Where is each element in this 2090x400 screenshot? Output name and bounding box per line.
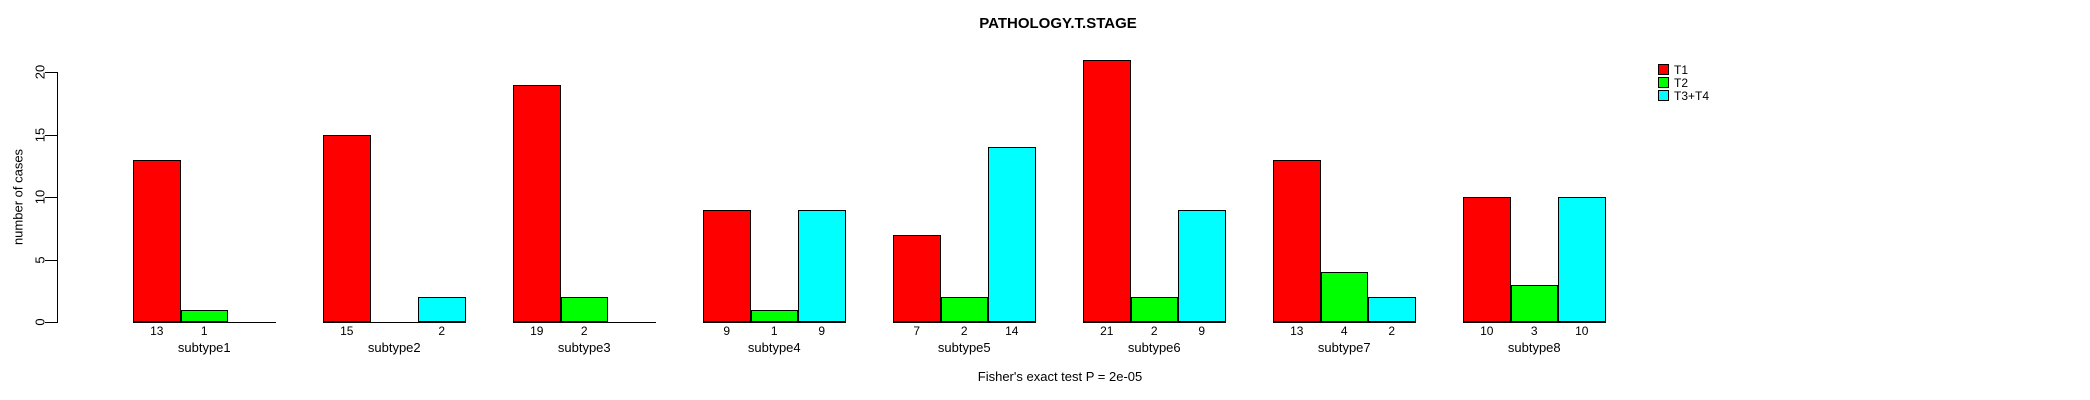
bar-value-label: 10 xyxy=(1480,324,1494,338)
bar xyxy=(1273,159,1321,322)
bar-value-label: 15 xyxy=(340,324,354,338)
category-label: subtype5 xyxy=(937,340,991,355)
group-baseline xyxy=(893,322,1036,323)
y-axis-label: number of cases xyxy=(10,148,26,246)
bar xyxy=(1368,297,1416,322)
bar xyxy=(798,209,846,322)
y-tick-label: 0 xyxy=(32,318,48,326)
bar xyxy=(323,134,371,322)
category-label: subtype8 xyxy=(1507,340,1561,355)
bar xyxy=(1130,297,1178,322)
group-baseline xyxy=(703,322,846,323)
bar xyxy=(1083,59,1131,322)
bar xyxy=(1178,209,1226,322)
bar-value-label: 10 xyxy=(1575,324,1589,338)
bar xyxy=(513,84,561,322)
bar xyxy=(1558,197,1606,322)
category-label: subtype4 xyxy=(747,340,801,355)
bar xyxy=(1463,197,1511,322)
y-axis-line xyxy=(57,72,58,323)
category-label: subtype2 xyxy=(367,340,421,355)
bar-value-label: 2 xyxy=(960,324,968,338)
group-baseline xyxy=(1083,322,1226,323)
y-tick-label: 15 xyxy=(32,127,48,142)
legend-swatch xyxy=(1658,64,1669,75)
category-label: subtype1 xyxy=(177,340,231,355)
category-label: subtype3 xyxy=(557,340,611,355)
y-tick xyxy=(45,259,57,261)
bar-value-label: 9 xyxy=(1198,324,1206,338)
legend-label: T3+T4 xyxy=(1674,89,1710,103)
bar xyxy=(560,297,608,322)
bar xyxy=(893,234,941,322)
bar-value-label: 14 xyxy=(1005,324,1019,338)
bar-value-label: 4 xyxy=(1340,324,1348,338)
bar-value-label: 2 xyxy=(438,324,446,338)
bar-value-label: 9 xyxy=(818,324,826,338)
bar-value-label: 2 xyxy=(580,324,588,338)
category-label: subtype7 xyxy=(1317,340,1371,355)
bar-value-label: 2 xyxy=(1388,324,1396,338)
bar-value-label: 21 xyxy=(1100,324,1114,338)
category-label: subtype6 xyxy=(1127,340,1181,355)
y-tick-label: 10 xyxy=(32,189,48,205)
bar-value-label: 2 xyxy=(1150,324,1158,338)
bar xyxy=(988,147,1036,322)
group-baseline xyxy=(1463,322,1606,323)
bar-value-label: 13 xyxy=(150,324,164,338)
bar-value-label: 9 xyxy=(723,324,731,338)
legend-swatch xyxy=(1658,90,1669,101)
bar-value-label: 19 xyxy=(530,324,544,338)
chart-title: PATHOLOGY.T.STAGE xyxy=(979,15,1137,32)
bar xyxy=(940,297,988,322)
bar xyxy=(1510,284,1558,322)
group-baseline xyxy=(323,322,466,323)
bar xyxy=(133,159,181,322)
bar xyxy=(180,309,228,322)
caption: Fisher's exact test P = 2e-05 xyxy=(977,369,1143,384)
y-tick xyxy=(45,197,57,198)
legend-label: T2 xyxy=(1674,76,1689,90)
bar xyxy=(703,209,751,322)
y-tick xyxy=(45,322,57,323)
group-baseline xyxy=(513,322,656,323)
y-tick xyxy=(45,72,57,73)
legend-label: T1 xyxy=(1674,63,1689,77)
group-baseline xyxy=(133,322,276,323)
bar-value-label: 13 xyxy=(1290,324,1304,338)
bar xyxy=(750,309,798,322)
y-tick xyxy=(45,134,57,136)
bar xyxy=(418,297,466,322)
bar-value-label: 7 xyxy=(913,324,921,338)
bar xyxy=(1320,272,1368,322)
y-tick-label: 20 xyxy=(32,64,48,80)
bar-value-label: 1 xyxy=(200,324,208,338)
group-baseline xyxy=(1273,322,1416,323)
bar-value-label: 3 xyxy=(1530,324,1538,338)
y-tick-label: 5 xyxy=(32,255,48,264)
bar-value-label: 1 xyxy=(770,324,778,338)
legend-swatch xyxy=(1658,77,1669,88)
